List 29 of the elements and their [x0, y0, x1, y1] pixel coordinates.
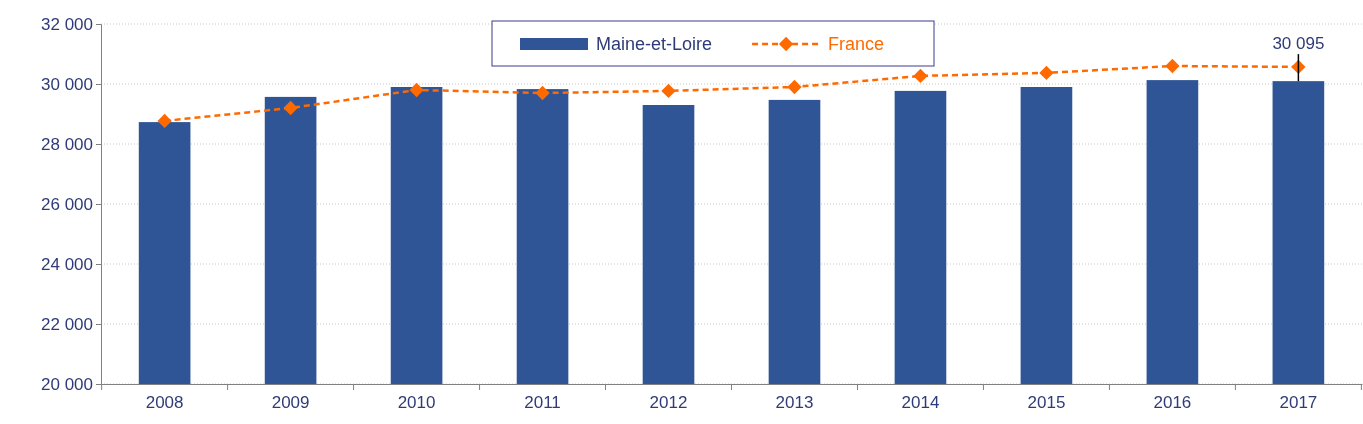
y-tick-label: 26 000	[41, 194, 93, 214]
legend-label: France	[828, 34, 885, 54]
annotation: 30 095	[1272, 34, 1325, 54]
x-tick-label: 2009	[271, 393, 310, 413]
x-tick-label: 2016	[1153, 393, 1192, 413]
point	[1039, 65, 1054, 81]
legend-label: Maine-et-Loire	[596, 34, 713, 54]
point	[661, 83, 676, 99]
x-tick-label: 2008	[145, 393, 184, 413]
x-tick-label: 2017	[1279, 393, 1318, 413]
point	[157, 113, 172, 129]
point	[787, 79, 802, 95]
point	[283, 100, 298, 116]
y-tick-label: 28 000	[41, 134, 93, 154]
x-tick-label: 2011	[524, 393, 561, 413]
y-tick-label: 32 000	[41, 14, 93, 34]
y-tick-label: 30 000	[41, 74, 93, 94]
x-tick-label: 2013	[775, 393, 814, 413]
x-tick-label: 2015	[1027, 393, 1066, 413]
x-tick-label: 2010	[397, 393, 436, 413]
x-tick-label: 2014	[901, 393, 940, 413]
y-tick-label: 22 000	[41, 314, 93, 334]
y-tick-label: 24 000	[41, 254, 93, 274]
x-tick-label: 2012	[649, 393, 688, 413]
point	[409, 82, 424, 98]
point	[1165, 58, 1180, 74]
point	[913, 68, 928, 84]
y-tick-label: 20 000	[41, 374, 93, 394]
point	[535, 85, 550, 101]
